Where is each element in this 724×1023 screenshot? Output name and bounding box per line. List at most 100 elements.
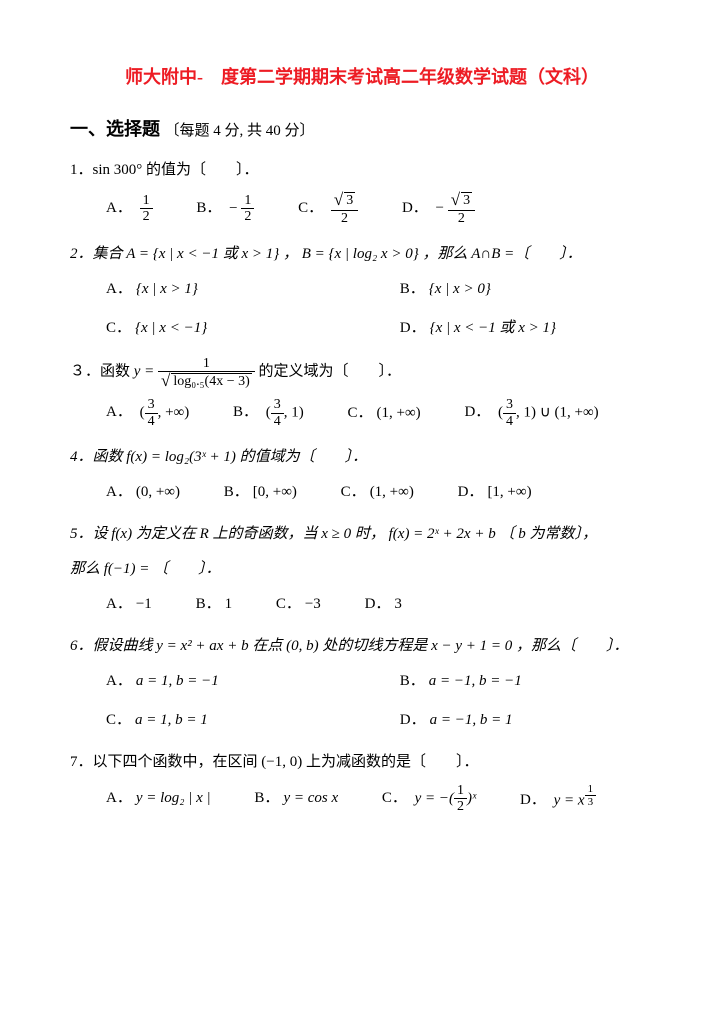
frac-den: 3	[585, 796, 597, 808]
frac-num: 3	[145, 397, 158, 413]
q3-opt-c: C．(1, +∞)	[348, 399, 421, 428]
opt-label: B．	[224, 484, 249, 500]
opt-text: y = x	[554, 792, 585, 808]
frac-den: 2	[241, 209, 254, 224]
opt-label: C．	[106, 320, 131, 336]
opt-text: y = −(	[415, 790, 454, 806]
q7-options: A．y = log₂ | x | B．y = cos x C． y = −(12…	[106, 783, 654, 815]
opt-label: A．	[106, 200, 132, 216]
opt-text: (1, +∞)	[370, 484, 414, 500]
q5-opt-b: B．1	[196, 590, 233, 619]
question-4: 4．函数 f(x) = log₂(3ˣ + 1) 的值域为〔 〕．	[70, 443, 654, 472]
opt-label: B．	[254, 790, 279, 806]
opt-text: a = 1, b = −1	[136, 673, 219, 689]
opt-text: , 1)	[284, 404, 304, 420]
frac-den: 2	[448, 211, 475, 226]
opt-label: D．	[458, 484, 484, 500]
opt-text: [0, +∞)	[253, 484, 297, 500]
opt-label: A．	[106, 404, 132, 420]
opt-text: y = cos x	[283, 790, 338, 806]
opt-text: {x | x > 0}	[429, 281, 491, 297]
frac-den: 4	[145, 414, 158, 429]
frac-num: 1	[140, 193, 153, 209]
opt-text: , +∞)	[158, 404, 190, 420]
q3-stem-post: 的定义域为〔 〕．	[259, 363, 402, 379]
question-2: 2．集合 A = {x | x < −1 或 x > 1} ， B = {x |…	[70, 240, 654, 269]
opt-label: A．	[106, 596, 132, 612]
frac-den: √log₀.₅(4x − 3)	[158, 372, 255, 391]
frac-num: 3	[271, 397, 284, 413]
opt-label: D．	[400, 320, 426, 336]
frac-num: 3	[503, 397, 516, 413]
frac-den: 4	[271, 414, 284, 429]
frac-den: 2	[454, 799, 467, 814]
q3-stem-pre: ３．函数	[70, 363, 134, 379]
q3-y: y =	[134, 363, 158, 379]
q5-stem-l1: 5．设 f(x) 为定义在 R 上的奇函数，当 x ≥ 0 时， f(x) = …	[70, 520, 654, 549]
opt-text: {x | x < −1 或 x > 1}	[430, 320, 556, 336]
q3-opt-d: D． (34, 1) ∪ (1, +∞)	[464, 397, 598, 429]
opt-label: A．	[106, 484, 132, 500]
q4-opt-c: C．(1, +∞)	[341, 478, 414, 507]
q6-stem: 6．假设曲线 y = x² + ax + b 在点 (0, b) 处的切线方程是…	[70, 638, 629, 654]
opt-label: D．	[400, 712, 426, 728]
section-heading: 一、选择题 〔每题 4 分, 共 40 分〕	[70, 112, 654, 146]
q7-opt-d: D． y = x13	[520, 783, 596, 815]
opt-text: −3	[305, 596, 321, 612]
q4-opt-a: A．(0, +∞)	[106, 478, 180, 507]
q5-opt-d: D．3	[365, 590, 402, 619]
q1-opt-d: D． − √32	[402, 191, 475, 226]
frac-num: 1	[585, 783, 597, 796]
q2-opt-d: D．{x | x < −1 或 x > 1}	[400, 314, 556, 343]
neg-sign: −	[229, 200, 237, 216]
opt-text: −1	[136, 596, 152, 612]
opt-label: B．	[400, 281, 425, 297]
q4-stem: 4．函数 f(x) = log₂(3ˣ + 1) 的值域为〔 〕．	[70, 449, 367, 465]
question-6: 6．假设曲线 y = x² + ax + b 在点 (0, b) 处的切线方程是…	[70, 632, 654, 661]
q4-options: A．(0, +∞) B．[0, +∞) C．(1, +∞) D．[1, +∞)	[106, 477, 654, 506]
opt-text: y = log₂ | x |	[136, 790, 211, 806]
opt-text: a = −1, b = 1	[430, 712, 513, 728]
q7-stem: 7．以下四个函数中，在区间 (−1, 0) 上为减函数的是〔 〕．	[70, 754, 478, 770]
q7-opt-a: A．y = log₂ | x |	[106, 784, 211, 813]
frac-num: 1	[158, 356, 255, 372]
q1-opt-b: B． − 12	[196, 193, 254, 225]
opt-text: )ˣ	[467, 790, 476, 806]
frac-num: √3	[331, 191, 358, 211]
q5-opt-a: A．−1	[106, 590, 152, 619]
opt-label: C．	[106, 712, 131, 728]
q1-opt-a: A． 12	[106, 193, 153, 225]
q6-options: A．a = 1, b = −1 B．a = −1, b = −1 C．a = 1…	[106, 667, 654, 735]
q1-options: A． 12 B． − 12 C． √32 D． − √32	[106, 191, 654, 226]
q6-opt-a: A．a = 1, b = −1	[106, 667, 356, 696]
opt-label: A．	[106, 790, 132, 806]
q6-opt-b: B．a = −1, b = −1	[400, 667, 522, 696]
q1-stem: 1．sin 300° 的值为〔 〕．	[70, 162, 259, 178]
q4-opt-b: B．[0, +∞)	[224, 478, 297, 507]
opt-label: D．	[520, 792, 546, 808]
q2-options: A．{x | x > 1} B．{x | x > 0} C．{x | x < −…	[106, 274, 654, 342]
opt-text: a = 1, b = 1	[135, 712, 208, 728]
q5-stem-l2: 那么 f(−1) = 〔 〕．	[70, 555, 654, 584]
q5-opt-c: C．−3	[276, 590, 321, 619]
neg-sign: −	[436, 200, 444, 216]
frac-num: 1	[454, 783, 467, 799]
opt-text: 1	[225, 596, 233, 612]
q2-opt-c: C．{x | x < −1}	[106, 314, 356, 343]
opt-text: {x | x > 1}	[136, 281, 198, 297]
opt-text: a = −1, b = −1	[429, 673, 522, 689]
section-heading-sub: 〔每题 4 分, 共 40 分〕	[165, 123, 315, 139]
question-3: ３．函数 y = 1 √log₀.₅(4x − 3) 的定义域为〔 〕．	[70, 356, 654, 391]
opt-label: C．	[382, 790, 407, 806]
q7-opt-c: C． y = −(12)ˣ	[382, 783, 476, 815]
q1-opt-c: C． √32	[298, 191, 358, 226]
q2-stem: 2．集合 A = {x | x < −1 或 x > 1} ， B = {x |…	[70, 246, 582, 262]
question-5: 5．设 f(x) 为定义在 R 上的奇函数，当 x ≥ 0 时， f(x) = …	[70, 520, 654, 583]
opt-label: A．	[106, 673, 132, 689]
q7-opt-b: B．y = cos x	[254, 784, 338, 813]
opt-label: C．	[298, 200, 323, 216]
opt-label: C．	[348, 405, 373, 421]
opt-text: [1, +∞)	[487, 484, 531, 500]
opt-label: B．	[400, 673, 425, 689]
opt-text: 3	[394, 596, 402, 612]
